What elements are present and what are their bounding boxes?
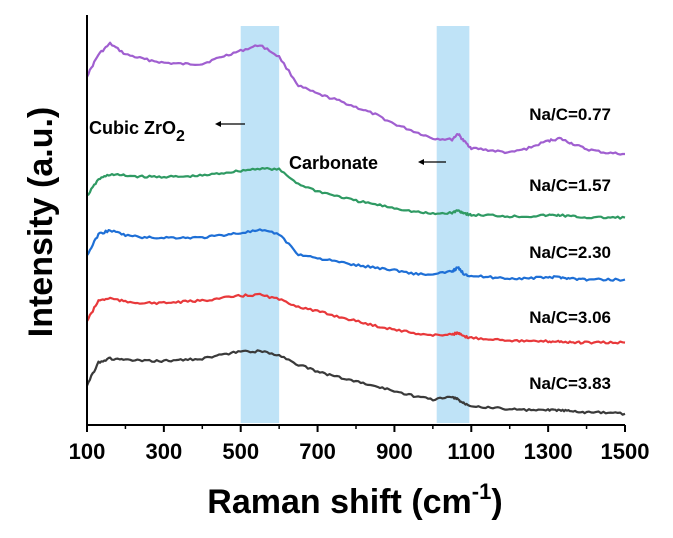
annotation-carbonate-text: Carbonate — [289, 153, 378, 173]
x-ticks: 100 300 500 700 900 1100 1300 1500 — [69, 425, 650, 464]
series-label-3: Na/C=2.30 — [529, 243, 611, 262]
series-line-5 — [85, 349, 626, 416]
x-axis-title: Raman shift (cm-1) — [207, 479, 502, 521]
x-tick-label: 300 — [145, 439, 182, 464]
x-tick-label: 1500 — [601, 439, 650, 464]
svg-text:Cubic ZrO2: Cubic ZrO2 — [89, 118, 185, 145]
highlight-bands — [240, 26, 470, 423]
x-tick-label: 100 — [69, 439, 106, 464]
annotation-carbonate: Carbonate — [289, 153, 446, 173]
series-label-5: Na/C=3.83 — [529, 374, 611, 393]
highlight-band-1 — [240, 26, 280, 423]
annotation-cubic-sub: 2 — [176, 128, 185, 145]
axes — [86, 15, 625, 426]
annotation-cubic-arrowhead — [215, 121, 221, 127]
x-tick-label: 1100 — [447, 439, 495, 464]
series-line-2 — [86, 166, 626, 220]
annotation-carbonate-arrowhead — [418, 159, 424, 165]
series-lines — [85, 41, 626, 416]
series-label-4: Na/C=3.06 — [529, 308, 611, 327]
x-tick-label: 700 — [299, 439, 336, 464]
series-labels: Na/C=0.77 Na/C=1.57 Na/C=2.30 Na/C=3.06 Na/C… — [529, 105, 611, 393]
annotation-cubic-text: Cubic ZrO — [89, 118, 176, 138]
series-line-4 — [86, 292, 626, 345]
annotation-cubic-zro2: Cubic ZrO2 — [89, 118, 245, 145]
series-label-2: Na/C=1.57 — [529, 176, 611, 195]
series-line-3 — [86, 228, 626, 282]
x-tick-label: 500 — [222, 439, 259, 464]
series-line-1 — [86, 41, 625, 156]
series-label-1: Na/C=0.77 — [529, 105, 611, 124]
highlight-band-2 — [436, 26, 470, 423]
y-axis-title: Intensity (a.u.) — [22, 107, 60, 337]
x-tick-label: 900 — [376, 439, 413, 464]
x-tick-label: 1300 — [524, 439, 573, 464]
